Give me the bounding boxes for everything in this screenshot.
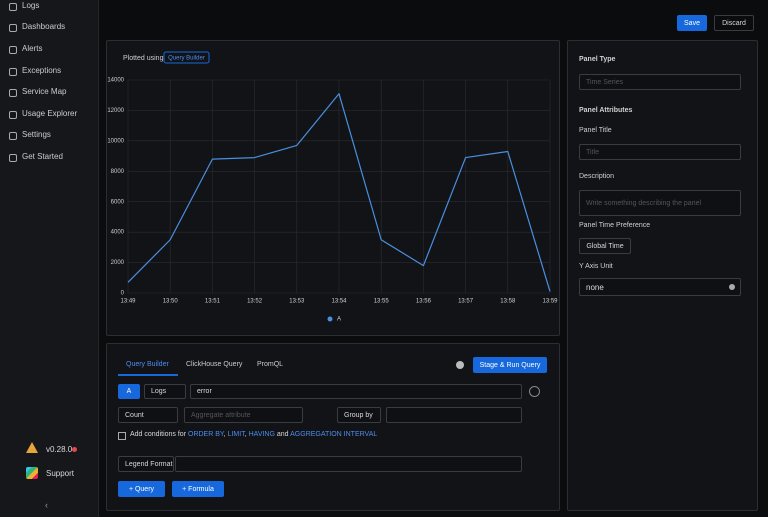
nav-icon bbox=[9, 132, 17, 140]
y-tick-label: 14000 bbox=[107, 78, 124, 84]
nav-item[interactable]: Exceptions bbox=[22, 66, 62, 75]
y-tick-label: 4000 bbox=[111, 230, 125, 236]
separator: , bbox=[223, 431, 226, 438]
chart: Plotted using Query Builder 0 2000 4000 600… bbox=[107, 51, 558, 323]
series-line bbox=[127, 93, 551, 292]
nav-item[interactable]: Alerts bbox=[22, 44, 43, 53]
nav-icon bbox=[9, 111, 17, 119]
y-tick-label: 2000 bbox=[111, 260, 125, 266]
x-tick-label: 13:53 bbox=[289, 299, 305, 305]
x-tick-label: 13:58 bbox=[500, 299, 516, 305]
data-source-select[interactable]: Logs bbox=[144, 384, 186, 399]
chart-panel: Plotted using Query Builder 0 2000 4000 600… bbox=[106, 40, 560, 336]
add-formula-button[interactable]: + Formula bbox=[172, 481, 224, 497]
query-toggle[interactable]: A bbox=[118, 384, 140, 399]
nav-item[interactable]: Settings bbox=[22, 130, 51, 139]
warning-icon bbox=[26, 442, 38, 453]
query-tab[interactable]: Query Builder bbox=[126, 361, 169, 368]
time-preference-button[interactable]: Global Time bbox=[579, 238, 631, 254]
and: and bbox=[276, 431, 289, 438]
sidebar bbox=[0, 0, 99, 517]
description-label: Description bbox=[579, 173, 615, 180]
y-tick-label: 12000 bbox=[107, 108, 124, 114]
separator: , bbox=[244, 431, 247, 438]
panel-type-select[interactable]: Time Series bbox=[579, 74, 741, 90]
nav-item[interactable]: Usage Explorer bbox=[22, 109, 78, 118]
active-tab-underline bbox=[118, 374, 178, 376]
query-tab[interactable]: ClickHouse Query bbox=[186, 361, 243, 368]
nav-icon bbox=[9, 3, 17, 11]
conditions-prefix: Add conditions for bbox=[130, 431, 187, 438]
legend-format-input[interactable] bbox=[175, 456, 522, 472]
group-by-input[interactable] bbox=[386, 407, 522, 423]
interval-link[interactable]: AGGREGATION INTERVAL bbox=[290, 431, 378, 438]
x-tick-label: 13:51 bbox=[205, 299, 221, 305]
settings-panel bbox=[567, 40, 758, 511]
filter-input[interactable]: error bbox=[190, 384, 522, 399]
x-tick-label: 13:52 bbox=[247, 299, 263, 305]
panel-type-label: Panel Type bbox=[579, 56, 616, 63]
time-preference-label: Panel Time Preference bbox=[579, 222, 651, 229]
y-tick-label: 6000 bbox=[111, 199, 125, 205]
y-tick-label: 8000 bbox=[111, 169, 125, 175]
description-input[interactable]: Write something describing the panel bbox=[579, 190, 741, 216]
save-button[interactable]: Save bbox=[677, 15, 707, 31]
y-axis-unit-input[interactable]: none bbox=[579, 278, 741, 296]
help-icon[interactable] bbox=[456, 361, 464, 369]
support-link[interactable]: Support bbox=[46, 469, 75, 478]
plotted-using: Plotted using bbox=[123, 55, 164, 62]
legend-label: A bbox=[337, 317, 341, 323]
legend-format-label: Legend Format bbox=[118, 456, 174, 472]
add-conditions: Add conditions for ORDER BY, LIMIT, HAVI… bbox=[130, 431, 377, 438]
limit-link[interactable]: LIMIT bbox=[227, 431, 245, 438]
x-tick-label: 13:56 bbox=[416, 299, 432, 305]
y-tick-label: 10000 bbox=[107, 138, 124, 144]
source-tag: Query Builder bbox=[168, 56, 205, 62]
y-tick-label: 0 bbox=[121, 291, 125, 297]
add-query-button[interactable]: + Query bbox=[118, 481, 165, 497]
aggregate-attribute-input[interactable]: Aggregate attribute bbox=[184, 407, 303, 423]
clear-icon[interactable] bbox=[729, 284, 735, 290]
remove-query-icon[interactable] bbox=[529, 386, 540, 397]
group-by-label: Group by bbox=[337, 407, 381, 423]
x-tick-label: 13:57 bbox=[458, 299, 474, 305]
x-tick-label: 13:55 bbox=[374, 299, 390, 305]
panel-attributes-heading: Panel Attributes bbox=[579, 107, 633, 114]
panel-title-label: Panel Title bbox=[579, 127, 612, 134]
nav-item[interactable]: Get Started bbox=[22, 152, 63, 161]
nav-icon bbox=[9, 68, 17, 76]
discard-button[interactable]: Discard bbox=[714, 15, 754, 31]
nav-icon bbox=[9, 154, 17, 162]
nav-item[interactable]: Dashboards bbox=[22, 22, 66, 31]
version: v0.28.0 bbox=[46, 445, 73, 454]
x-tick-label: 13:54 bbox=[331, 299, 347, 305]
slack-icon bbox=[26, 467, 38, 479]
update-dot bbox=[72, 447, 77, 452]
y-axis-unit-label: Y Axis Unit bbox=[579, 263, 613, 270]
stage-run-button[interactable]: Stage & Run Query bbox=[473, 357, 547, 373]
source-tag-box bbox=[163, 51, 210, 64]
having-link[interactable]: HAVING bbox=[248, 431, 275, 438]
panel-title-input[interactable]: Title bbox=[579, 144, 741, 160]
nav-icon bbox=[9, 46, 17, 54]
order-by-link[interactable]: ORDER BY bbox=[188, 431, 224, 438]
collapse-icon[interactable]: ‹ bbox=[45, 500, 48, 510]
x-tick-label: 13:59 bbox=[542, 299, 558, 305]
nav-item[interactable]: Logs bbox=[22, 1, 40, 10]
add-conditions-icon[interactable] bbox=[118, 432, 126, 440]
x-tick-label: 13:49 bbox=[120, 299, 136, 305]
nav-icon bbox=[9, 89, 17, 97]
legend-marker bbox=[327, 316, 333, 322]
x-tick-label: 13:50 bbox=[163, 299, 179, 305]
aggregate-select[interactable]: Count bbox=[118, 407, 178, 423]
nav-item[interactable]: Service Map bbox=[22, 87, 67, 96]
nav-icon bbox=[9, 24, 17, 32]
query-tab[interactable]: PromQL bbox=[257, 361, 284, 368]
